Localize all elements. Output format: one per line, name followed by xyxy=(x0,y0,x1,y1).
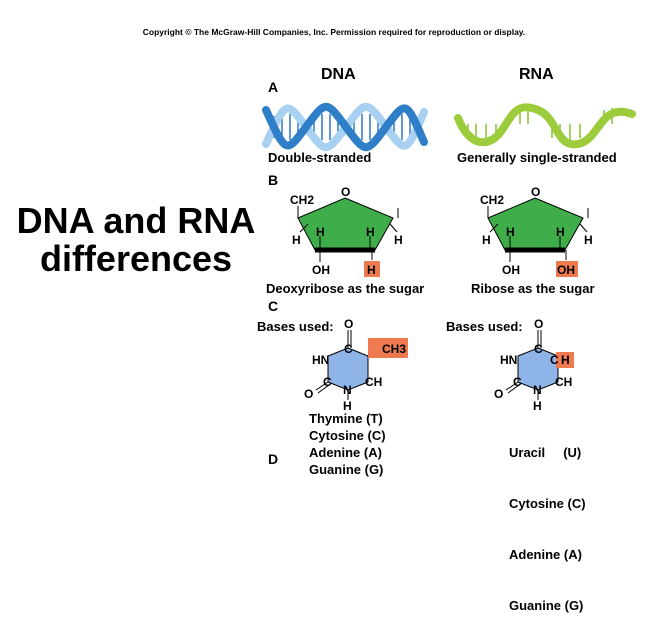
ribose-structure: CH2 O H H H H OH OH xyxy=(480,185,593,277)
thymine-c-top: C xyxy=(344,342,353,356)
thymine-n: N xyxy=(343,383,352,397)
dna-bases-label: Bases used: xyxy=(257,319,334,334)
thymine-hn: HN xyxy=(312,353,329,367)
dna-strand-caption: Double-stranded xyxy=(268,150,372,165)
uracil-n: N xyxy=(533,383,542,397)
dna-h-left: H xyxy=(292,233,301,247)
thymine-o-top: O xyxy=(344,317,353,331)
rna-ring-oxygen: O xyxy=(531,185,540,199)
rna-h-c3: H xyxy=(506,225,515,239)
list-item: Adenine (A) xyxy=(309,445,382,460)
dna-h-c2: H xyxy=(366,225,375,239)
dna-sugar-caption: Deoxyribose as the sugar xyxy=(266,281,425,296)
title-line-2: differences xyxy=(39,238,233,279)
list-item: Uracil (U) xyxy=(509,445,582,460)
deoxyribose-structure: CH2 O H H H H OH H xyxy=(290,185,403,277)
dna-bases-list: Thymine (T) Cytosine (C) Adenine (A) Gua… xyxy=(309,410,386,478)
uracil-h: H xyxy=(533,399,542,413)
thymine-o-left: O xyxy=(304,387,313,401)
uracil-hn: HN xyxy=(500,353,517,367)
dna-h-right: H xyxy=(394,233,403,247)
rna-oh-label: OH xyxy=(502,263,520,277)
list-item: Cytosine (C) xyxy=(509,496,586,511)
thymine-h: H xyxy=(343,399,352,413)
dna-oh-label: OH xyxy=(312,263,330,277)
uracil-c-left: C xyxy=(513,375,522,389)
uracil-o-left: O xyxy=(494,387,503,401)
section-c-label: C xyxy=(268,298,279,314)
list-item: Cytosine (C) xyxy=(309,428,386,443)
uracil-c-right: C xyxy=(550,353,559,367)
section-d-label: D xyxy=(268,451,279,467)
dna-ring-oxygen: O xyxy=(341,185,350,199)
dna-ch2-label: CH2 xyxy=(290,193,314,207)
title-line-1: DNA and RNA xyxy=(16,200,256,241)
section-b-label: B xyxy=(268,172,279,188)
rna-sugar-caption: Ribose as the sugar xyxy=(471,281,595,296)
rna-strand-caption: Generally single-stranded xyxy=(457,150,617,165)
dna-column-header: DNA xyxy=(321,66,356,83)
rna-ch2-label: CH2 xyxy=(480,193,504,207)
page-title: DNA and RNA differences xyxy=(0,202,272,278)
rna-column-header: RNA xyxy=(519,66,554,83)
rna-h-right: H xyxy=(584,233,593,247)
rna-single-strand xyxy=(454,103,636,149)
uracil-structure: O C C H HN C CH O N H xyxy=(494,317,574,413)
uracil-ch: CH xyxy=(555,375,572,389)
dna-highlight-h: H xyxy=(367,263,376,277)
uracil-o-top: O xyxy=(534,317,543,331)
dna-h-c3: H xyxy=(316,225,325,239)
thymine-structure: O C CH3 HN C CH O N H xyxy=(304,317,408,413)
rna-highlight-oh: OH xyxy=(557,263,575,277)
rna-h-c2: H xyxy=(556,225,565,239)
list-item: Guanine (G) xyxy=(309,462,384,477)
rna-h-left: H xyxy=(482,233,491,247)
uracil-h-highlight: H xyxy=(561,353,570,367)
thymine-ch: CH xyxy=(365,375,382,389)
section-a-label: A xyxy=(268,79,279,95)
thymine-ch3: CH3 xyxy=(382,342,406,356)
dna-double-helix xyxy=(262,103,428,151)
list-item: Adenine (A) xyxy=(509,547,582,562)
rna-bases-label: Bases used: xyxy=(446,319,523,334)
list-item: Guanine (G) xyxy=(509,598,584,613)
copyright-notice: Copyright © The McGraw-Hill Companies, I… xyxy=(142,27,526,37)
uracil-c-top: C xyxy=(534,342,543,356)
thymine-c-left: C xyxy=(323,375,332,389)
list-item: Thymine (T) xyxy=(309,411,383,426)
